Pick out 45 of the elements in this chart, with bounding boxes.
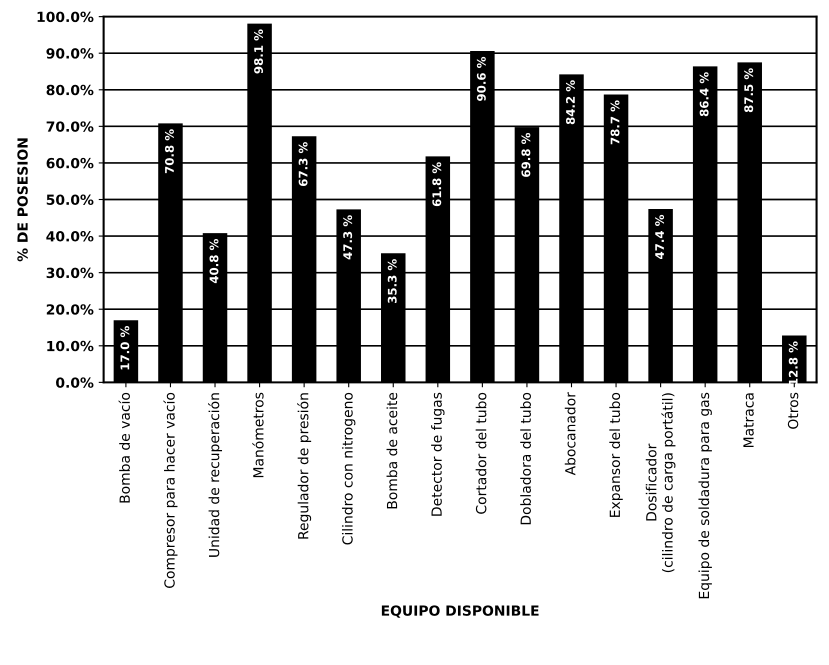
y-tick-label: 100.0%	[38, 12, 94, 22]
x-tick-label: Abocanador	[564, 392, 576, 476]
y-tick-label: 90.0%	[46, 48, 94, 59]
data-label: 98.1 %	[254, 29, 264, 74]
x-tick-label: Unidad de recuperación	[208, 393, 222, 557]
y-tick-label: 70.0%	[46, 121, 94, 132]
x-tick-label: Manómetros	[252, 392, 264, 478]
y-axis-title: % DE POSESION	[17, 138, 28, 262]
y-tick-label: 30.0%	[46, 268, 94, 278]
y-tick-label: 50.0%	[46, 194, 94, 205]
y-tick-label: 60.0%	[46, 158, 94, 168]
x-axis-title: EQUIPO DISPONIBLE	[382, 605, 539, 618]
y-tick-label: 80.0%	[46, 84, 94, 96]
data-label: 90.6 %	[476, 56, 486, 101]
data-label: 40.8 %	[210, 239, 218, 284]
data-label: 67.3 %	[298, 142, 308, 186]
x-tick-label: Cortador del tubo	[476, 392, 486, 514]
y-tick-label: 40.0%	[46, 231, 94, 242]
data-label: 69.8 %	[521, 132, 530, 177]
y-tick-label: 0.0%	[56, 377, 94, 388]
data-label: 70.8 %	[164, 129, 174, 174]
x-tick-label: Bomba de aceite	[386, 392, 398, 508]
x-tick-label: Dosificador (cilindro de carga portátil)	[646, 393, 676, 572]
x-tick-label: Dobladora del tubo	[520, 392, 531, 524]
x-tick-label: Otros	[788, 392, 798, 429]
data-label: 47.4 %	[655, 214, 664, 260]
x-tick-label: Detector de fugas	[431, 392, 445, 516]
x-tick-label: Compresor para hacer vacío	[163, 392, 178, 588]
data-label: 61.8 %	[432, 162, 442, 206]
x-tick-label: Bomba de vacío	[118, 392, 130, 503]
data-label: 12.8 %	[788, 341, 798, 385]
data-label: 84.2 %	[566, 80, 575, 124]
data-label: 86.4 %	[700, 72, 709, 116]
x-tick-label: Matraca	[743, 393, 754, 448]
x-tick-label: Expansor del tubo	[609, 392, 623, 517]
y-tick-label: 20.0%	[46, 304, 94, 315]
data-label: 47.3 %	[343, 215, 352, 260]
y-tick-label: 10.0%	[47, 340, 94, 352]
x-tick-label: Regulador de presión	[297, 393, 312, 539]
x-tick-label: Cilindro con nitrogeno	[342, 392, 356, 545]
data-label: 87.5 %	[744, 68, 754, 112]
data-label: 35.3 %	[388, 259, 397, 304]
data-label: 17.0 %	[120, 326, 130, 370]
data-label: 78.7 %	[610, 100, 620, 144]
x-tick-label: Equipo de soldadura para gas	[698, 392, 712, 598]
